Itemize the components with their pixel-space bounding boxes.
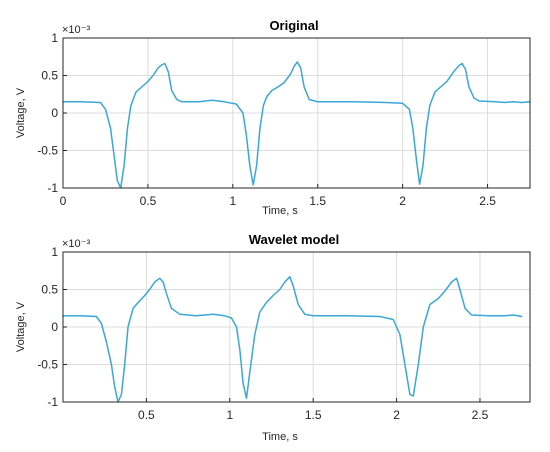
x-tick-label: 1.5 (305, 408, 322, 422)
y-multiplier: ×10⁻³ (62, 238, 90, 250)
x-tick-labels: 0.5 1 1.5 2 2.5 (138, 408, 489, 422)
chart-title: Original (269, 18, 318, 33)
y-tick-label: 0 (51, 320, 58, 334)
chart-wavelet-model: Wavelet model -1 -0.5 0 0.5 1 0.5 1 1.5 2 2.5 ×1… (15, 232, 531, 443)
y-tick-label: -0.5 (37, 358, 58, 372)
plot-frame (62, 251, 531, 403)
x-tick-label: 2.5 (472, 408, 489, 422)
x-tick-label: 2 (399, 194, 406, 208)
y-tick-label: -1 (47, 181, 58, 195)
y-tick-label: -0.5 (37, 144, 58, 158)
series-line (62, 276, 523, 403)
data-line (62, 61, 531, 189)
y-tick-label: 0.5 (41, 69, 58, 83)
x-tick-label: 2 (393, 408, 400, 422)
y-axis-label: Voltage, V (15, 301, 27, 352)
y-tick-label: 0.5 (41, 283, 58, 297)
chart-original: Original -1-0.500.51 0 0.5 1 1.5 2 2.5 ×10⁻³ … (15, 18, 531, 217)
y-multiplier: ×10⁻³ (62, 24, 90, 36)
x-tick-label: 0.5 (140, 194, 157, 208)
y-axis-label: Voltage, V (15, 87, 27, 138)
chart-title: Wavelet model (249, 232, 340, 247)
series-line (62, 61, 531, 189)
y-tick-labels: -1 -0.5 0 0.5 1 (37, 31, 58, 195)
x-tick-label: 2.5 (479, 194, 496, 208)
x-tick-label: 1 (226, 408, 233, 422)
x-tick-label: 1 (229, 194, 236, 208)
y-grid (63, 251, 530, 403)
x-tick-label: 0.5 (138, 408, 155, 422)
plot-frame (62, 37, 531, 189)
x-tick-label: 1.5 (309, 194, 326, 208)
y-tick-label: 1 (51, 245, 58, 259)
y-tick-label: -1 (47, 395, 58, 409)
x-axis-label: Time, s (262, 205, 298, 217)
y-tick-labels: -1 -0.5 0 0.5 1 (37, 245, 58, 409)
y-grid (63, 37, 530, 189)
y-tick-label: 1 (51, 31, 58, 45)
y-tick-label: 0 (51, 106, 58, 120)
x-tick-labels: 0 0.5 1 1.5 2 2.5 (60, 194, 497, 208)
x-tick-label: 0 (60, 194, 67, 208)
x-axis-label: Time, s (262, 431, 298, 443)
data-line (62, 276, 523, 403)
